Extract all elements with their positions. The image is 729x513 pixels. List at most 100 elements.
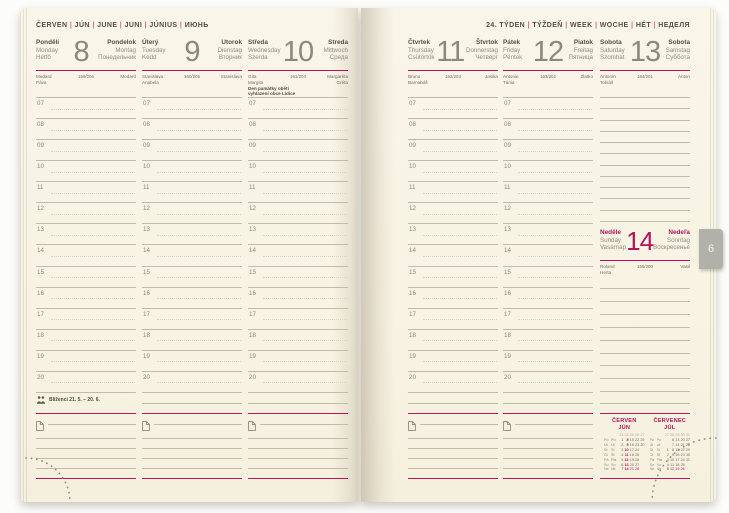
day-of-year: 161/204 <box>290 74 306 79</box>
hour-label: 13 <box>37 226 44 234</box>
hour-label: 12 <box>504 205 511 213</box>
mini-calendar-month: ČERVENEC <box>653 418 687 424</box>
half-hour-line <box>157 382 241 384</box>
weekday-label: So <box>604 462 609 467</box>
header-separator: | <box>92 22 95 29</box>
namedays-right: Margaréta Gréta <box>311 74 348 85</box>
holiday-note-line: vyhlazení obce Lidice <box>248 91 296 97</box>
hour-label: 16 <box>37 289 44 297</box>
hour-label: 18 <box>504 331 511 339</box>
half-hour-line <box>518 129 592 131</box>
half-hour-line <box>51 361 135 363</box>
mini-calendar-month-alt: JÚL <box>664 424 676 431</box>
day-name: Среда <box>329 54 348 62</box>
day-name: Четверг <box>475 54 498 62</box>
hour-label: 11 <box>504 184 511 192</box>
hour-label: 12 <box>249 205 256 213</box>
hour-label: 14 <box>249 247 256 255</box>
mini-calendar-date: 10 <box>624 447 629 452</box>
hour-slot: 11 <box>408 181 498 203</box>
ruled-line <box>248 403 348 404</box>
ruled-line <box>36 391 136 393</box>
hour-label: 15 <box>409 268 416 276</box>
hour-label: 10 <box>37 163 44 171</box>
hour-label: 11 <box>143 184 150 192</box>
hour-slot: 09 <box>408 139 498 161</box>
day-name: Úterý <box>142 39 159 46</box>
ruled-line <box>600 198 690 200</box>
holiday-note-line: Den památky obětí <box>248 86 289 91</box>
week-number: 25 <box>629 433 634 438</box>
ruled-line <box>600 352 690 354</box>
nameday: Tobiáš <box>600 79 614 85</box>
ruled-line <box>600 108 690 110</box>
mini-calendar-row: Ne Ne 7 14 21 28 <box>604 467 645 472</box>
day-names-alt: Nedeľa Sonntag Воскресенье <box>653 228 690 258</box>
ruled-line <box>503 468 593 469</box>
half-hour-line <box>518 192 592 194</box>
hour-slot: 15 <box>503 265 593 288</box>
mini-calendar-row: Ne Ne 5 12 19 26 <box>650 467 691 472</box>
header-item: JÚNIUS <box>149 22 178 29</box>
ruled-line <box>36 438 136 439</box>
day-column-11: Čtvrtek Thursday Csütörtök 11 Štvrtok Donners… <box>408 38 498 488</box>
weekday-label: Ne <box>656 467 662 472</box>
ruled-line <box>600 97 690 98</box>
weekday-label: Po <box>611 438 616 443</box>
month-tab[interactable]: 6 <box>699 229 723 269</box>
hour-label: 09 <box>143 142 150 150</box>
ruled-line <box>248 468 348 469</box>
half-hour-line <box>423 108 497 110</box>
hour-label: 15 <box>504 268 511 276</box>
ruled-line <box>36 458 136 459</box>
zodiac-row: Blíženci 21. 5. – 20. 6. <box>36 395 136 405</box>
day-name: Štvrtok <box>475 39 498 46</box>
accent-rule <box>408 413 498 414</box>
mini-calendar-date: 19 <box>629 457 634 462</box>
weekday-label: Ne <box>604 467 609 472</box>
half-hour-line <box>157 361 241 363</box>
accent-rule <box>408 70 498 71</box>
right-page: 24. TÝDEN | TÝŽDEŇ | WEEK | WOCHE | HÉT | НЕДЕЛЯ Č… <box>361 8 716 502</box>
hour-label: 19 <box>409 352 416 360</box>
ruled-line <box>600 142 690 144</box>
nameday: Stanislava <box>142 74 164 79</box>
mini-calendar-date: 4 <box>621 452 624 457</box>
hour-label: 18 <box>37 331 44 339</box>
half-hour-line <box>51 192 135 194</box>
hour-label: 09 <box>504 142 511 150</box>
hour-slot: 11 <box>142 181 242 203</box>
ruled-line <box>36 468 136 469</box>
namedays-left: Stanislava Anabela <box>142 74 179 85</box>
weekday-label: Po <box>604 438 609 443</box>
mini-calendar-row: So So 6 13 20 27 <box>604 463 645 468</box>
header-separator: | <box>631 22 634 29</box>
hour-label: 19 <box>143 352 150 360</box>
half-hour-line <box>518 171 592 173</box>
ruled-line <box>600 391 690 393</box>
week-number: 27 <box>640 433 645 438</box>
ruled-line <box>408 403 498 404</box>
day-name: Mittwoch <box>323 46 348 54</box>
mini-calendar-date: 5 <box>621 457 624 462</box>
day-names-local: Pátek Friday Péntek <box>503 38 531 68</box>
mini-calendar-date: 1 <box>621 438 624 443</box>
day-name: Pátek <box>503 39 521 46</box>
nameday: Bruno <box>408 74 421 79</box>
mini-calendar-date: 13 <box>624 462 629 467</box>
ruled-line <box>408 458 498 459</box>
day-name: Péntek <box>503 54 523 62</box>
mini-calendar-date: 23 <box>635 442 640 447</box>
header-item: JÚN <box>74 22 90 29</box>
namedays-left: Medard Páva <box>36 74 73 85</box>
accent-rule <box>36 70 136 71</box>
day-name: Dienstag <box>217 46 242 54</box>
hour-slot: 13 <box>142 223 242 245</box>
mini-calendar-date: 20 <box>629 462 634 467</box>
hour-slot: 12 <box>36 202 136 224</box>
day-number: 9 <box>184 36 200 68</box>
day-names-local: Neděle Sunday Vasárnap <box>600 228 626 258</box>
day-name: Nedeľa <box>668 229 690 236</box>
hour-slot: 07 <box>36 97 136 119</box>
hour-slot: 18 <box>142 328 242 351</box>
